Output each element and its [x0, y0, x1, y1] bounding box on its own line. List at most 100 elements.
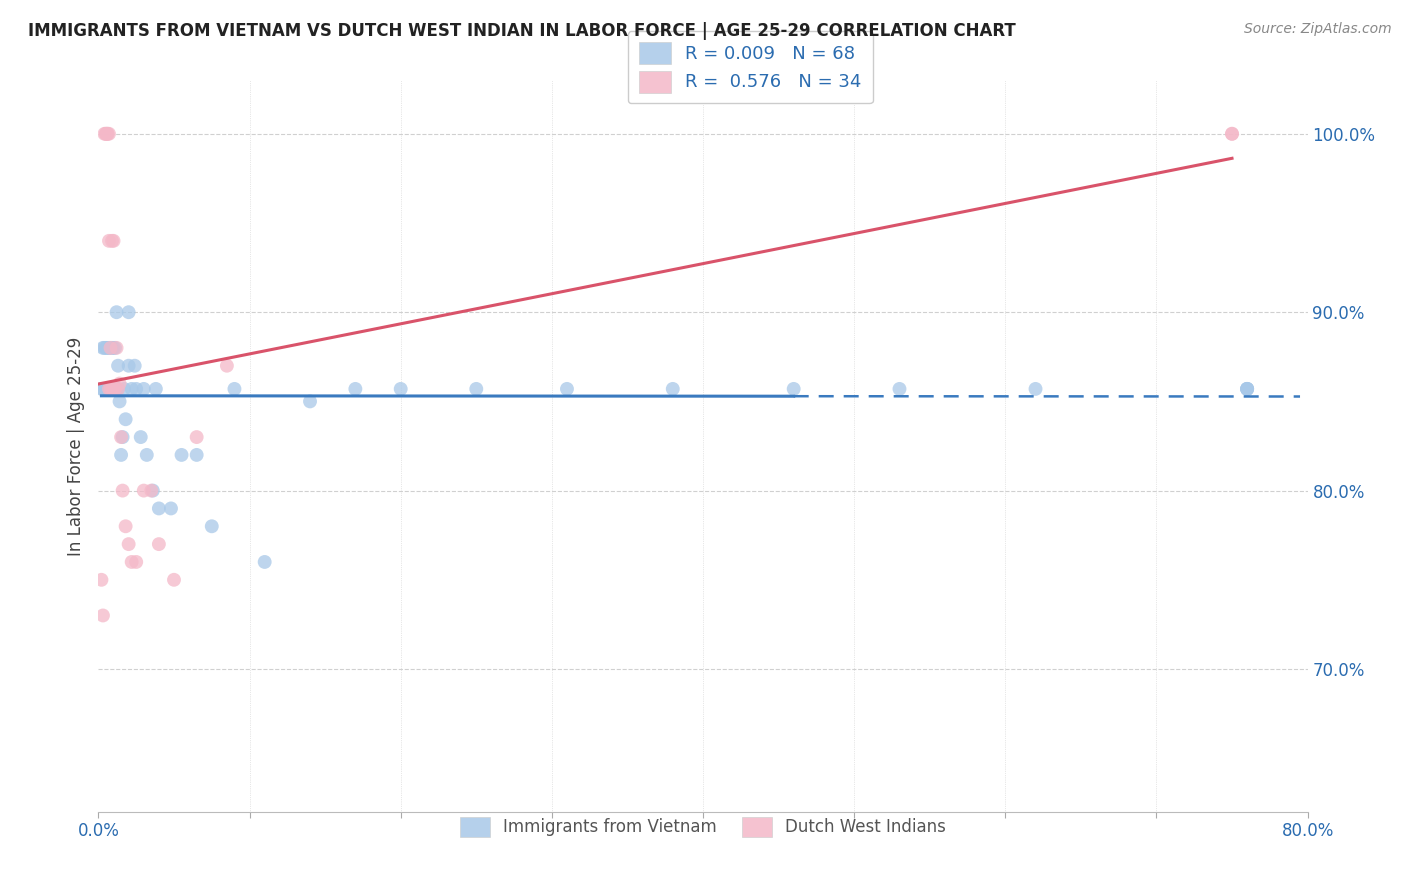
Point: [1236, 382, 1258, 396]
Point: [101, 382, 124, 396]
Point: [103, 341, 125, 355]
Point: [112, 382, 135, 396]
Point: [121, 555, 143, 569]
Point: [1236, 382, 1258, 396]
Point: [105, 305, 128, 319]
Point: [170, 448, 193, 462]
Point: [107, 382, 129, 396]
Text: IMMIGRANTS FROM VIETNAM VS DUTCH WEST INDIAN IN LABOR FORCE | AGE 25-29 CORRELAT: IMMIGRANTS FROM VIETNAM VS DUTCH WEST IN…: [28, 22, 1017, 40]
Point: [91, 382, 114, 396]
Point: [90, 382, 112, 396]
Point: [100, 382, 122, 396]
Point: [186, 430, 208, 444]
Point: [1220, 127, 1243, 141]
Point: [101, 382, 124, 396]
Point: [160, 501, 183, 516]
Point: [132, 483, 155, 498]
Point: [98, 127, 121, 141]
Point: [103, 234, 125, 248]
Point: [94, 382, 117, 396]
Point: [101, 382, 124, 396]
Point: [93, 127, 115, 141]
Point: [104, 341, 127, 355]
Point: [110, 430, 132, 444]
Text: Source: ZipAtlas.com: Source: ZipAtlas.com: [1244, 22, 1392, 37]
Point: [103, 382, 125, 396]
Point: [121, 382, 143, 396]
Point: [201, 519, 224, 533]
Point: [94, 127, 117, 141]
Point: [389, 382, 412, 396]
Point: [100, 341, 122, 355]
Point: [91, 341, 114, 355]
Point: [465, 382, 488, 396]
Point: [215, 359, 238, 373]
Point: [163, 573, 186, 587]
Point: [93, 382, 115, 396]
Point: [100, 382, 122, 396]
Point: [111, 483, 134, 498]
Point: [91, 608, 114, 623]
Point: [661, 382, 683, 396]
Point: [1236, 382, 1258, 396]
Point: [96, 127, 118, 141]
Point: [148, 501, 170, 516]
Point: [100, 341, 122, 355]
Point: [114, 519, 136, 533]
Point: [104, 382, 127, 396]
Point: [1236, 382, 1258, 396]
Point: [118, 537, 141, 551]
Point: [111, 430, 134, 444]
Point: [98, 382, 121, 396]
Point: [107, 359, 129, 373]
Point: [101, 382, 124, 396]
Point: [94, 127, 117, 141]
Point: [299, 394, 322, 409]
Point: [108, 394, 131, 409]
Point: [142, 483, 165, 498]
Point: [105, 341, 128, 355]
Point: [100, 382, 122, 396]
Point: [100, 382, 122, 396]
Point: [96, 341, 118, 355]
Point: [96, 382, 118, 396]
Point: [118, 305, 141, 319]
Point: [98, 382, 121, 396]
Point: [555, 382, 578, 396]
Point: [148, 537, 170, 551]
Point: [135, 448, 157, 462]
Point: [344, 382, 367, 396]
Point: [145, 382, 167, 396]
Point: [224, 382, 246, 396]
Point: [783, 382, 806, 396]
Point: [98, 382, 121, 396]
Point: [889, 382, 911, 396]
Point: [253, 555, 276, 569]
Point: [1220, 127, 1243, 141]
Point: [118, 359, 141, 373]
Point: [103, 382, 125, 396]
Point: [107, 382, 129, 396]
Point: [125, 555, 148, 569]
Point: [186, 448, 208, 462]
Point: [103, 382, 125, 396]
Point: [103, 382, 125, 396]
Point: [125, 382, 148, 396]
Legend: Immigrants from Vietnam, Dutch West Indians: Immigrants from Vietnam, Dutch West Indi…: [453, 810, 953, 844]
Point: [104, 382, 127, 396]
Point: [1024, 382, 1046, 396]
Point: [110, 448, 132, 462]
Point: [96, 382, 118, 396]
Point: [108, 376, 131, 391]
Point: [98, 341, 121, 355]
Point: [94, 382, 117, 396]
Point: [98, 382, 121, 396]
Point: [129, 430, 152, 444]
Point: [124, 359, 146, 373]
Point: [105, 382, 128, 396]
Point: [141, 483, 163, 498]
Y-axis label: In Labor Force | Age 25-29: In Labor Force | Age 25-29: [66, 336, 84, 556]
Point: [94, 341, 117, 355]
Point: [132, 382, 155, 396]
Point: [90, 573, 112, 587]
